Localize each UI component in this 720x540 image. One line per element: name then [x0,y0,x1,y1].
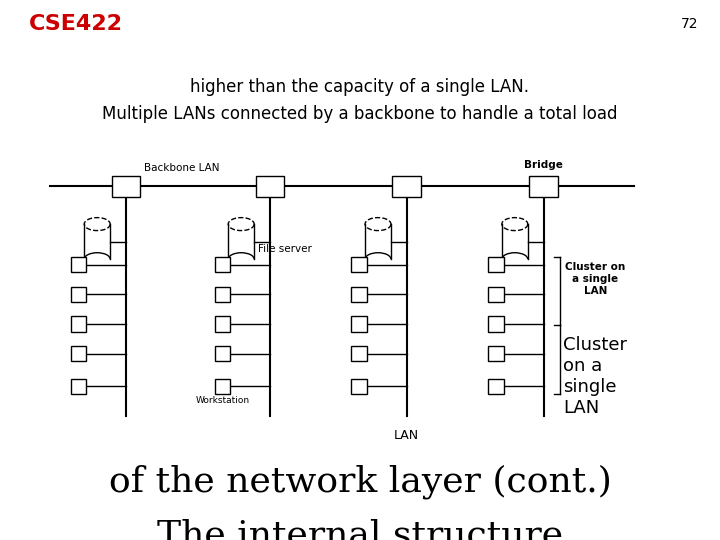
Bar [215,316,230,332]
Bar [215,379,230,394]
Text: Backbone LAN: Backbone LAN [144,163,220,173]
Text: Cluster
on a
single
LAN: Cluster on a single LAN [563,336,627,416]
Bar [351,287,367,302]
Bar [351,316,367,332]
Bar [71,379,86,394]
Bar [215,287,230,302]
Text: File server: File server [258,244,312,254]
Bar [392,176,421,197]
Text: Bridge: Bridge [524,160,563,170]
Bar [215,257,230,272]
Text: Cluster on
a single
LAN: Cluster on a single LAN [565,262,626,295]
Text: of the network layer (cont.): of the network layer (cont.) [109,464,611,499]
Bar [529,176,558,197]
Text: higher than the capacity of a single LAN.: higher than the capacity of a single LAN… [191,78,529,96]
Bar [351,379,367,394]
Bar [71,346,86,361]
Bar [256,176,284,197]
Text: LAN: LAN [395,429,419,442]
Text: 72: 72 [681,17,698,31]
Text: CSE422: CSE422 [29,14,123,35]
Bar [488,257,504,272]
Text: Multiple LANs connected by a backbone to handle a total load: Multiple LANs connected by a backbone to… [102,105,618,123]
Bar [488,346,504,361]
Bar [488,379,504,394]
Bar [488,316,504,332]
Bar [215,346,230,361]
Bar [351,257,367,272]
Bar [71,257,86,272]
Bar [112,176,140,197]
Bar [71,316,86,332]
Text: Workstation: Workstation [195,396,250,406]
Bar [351,346,367,361]
Bar [488,287,504,302]
Text: The internal structure: The internal structure [157,518,563,540]
Bar [71,287,86,302]
